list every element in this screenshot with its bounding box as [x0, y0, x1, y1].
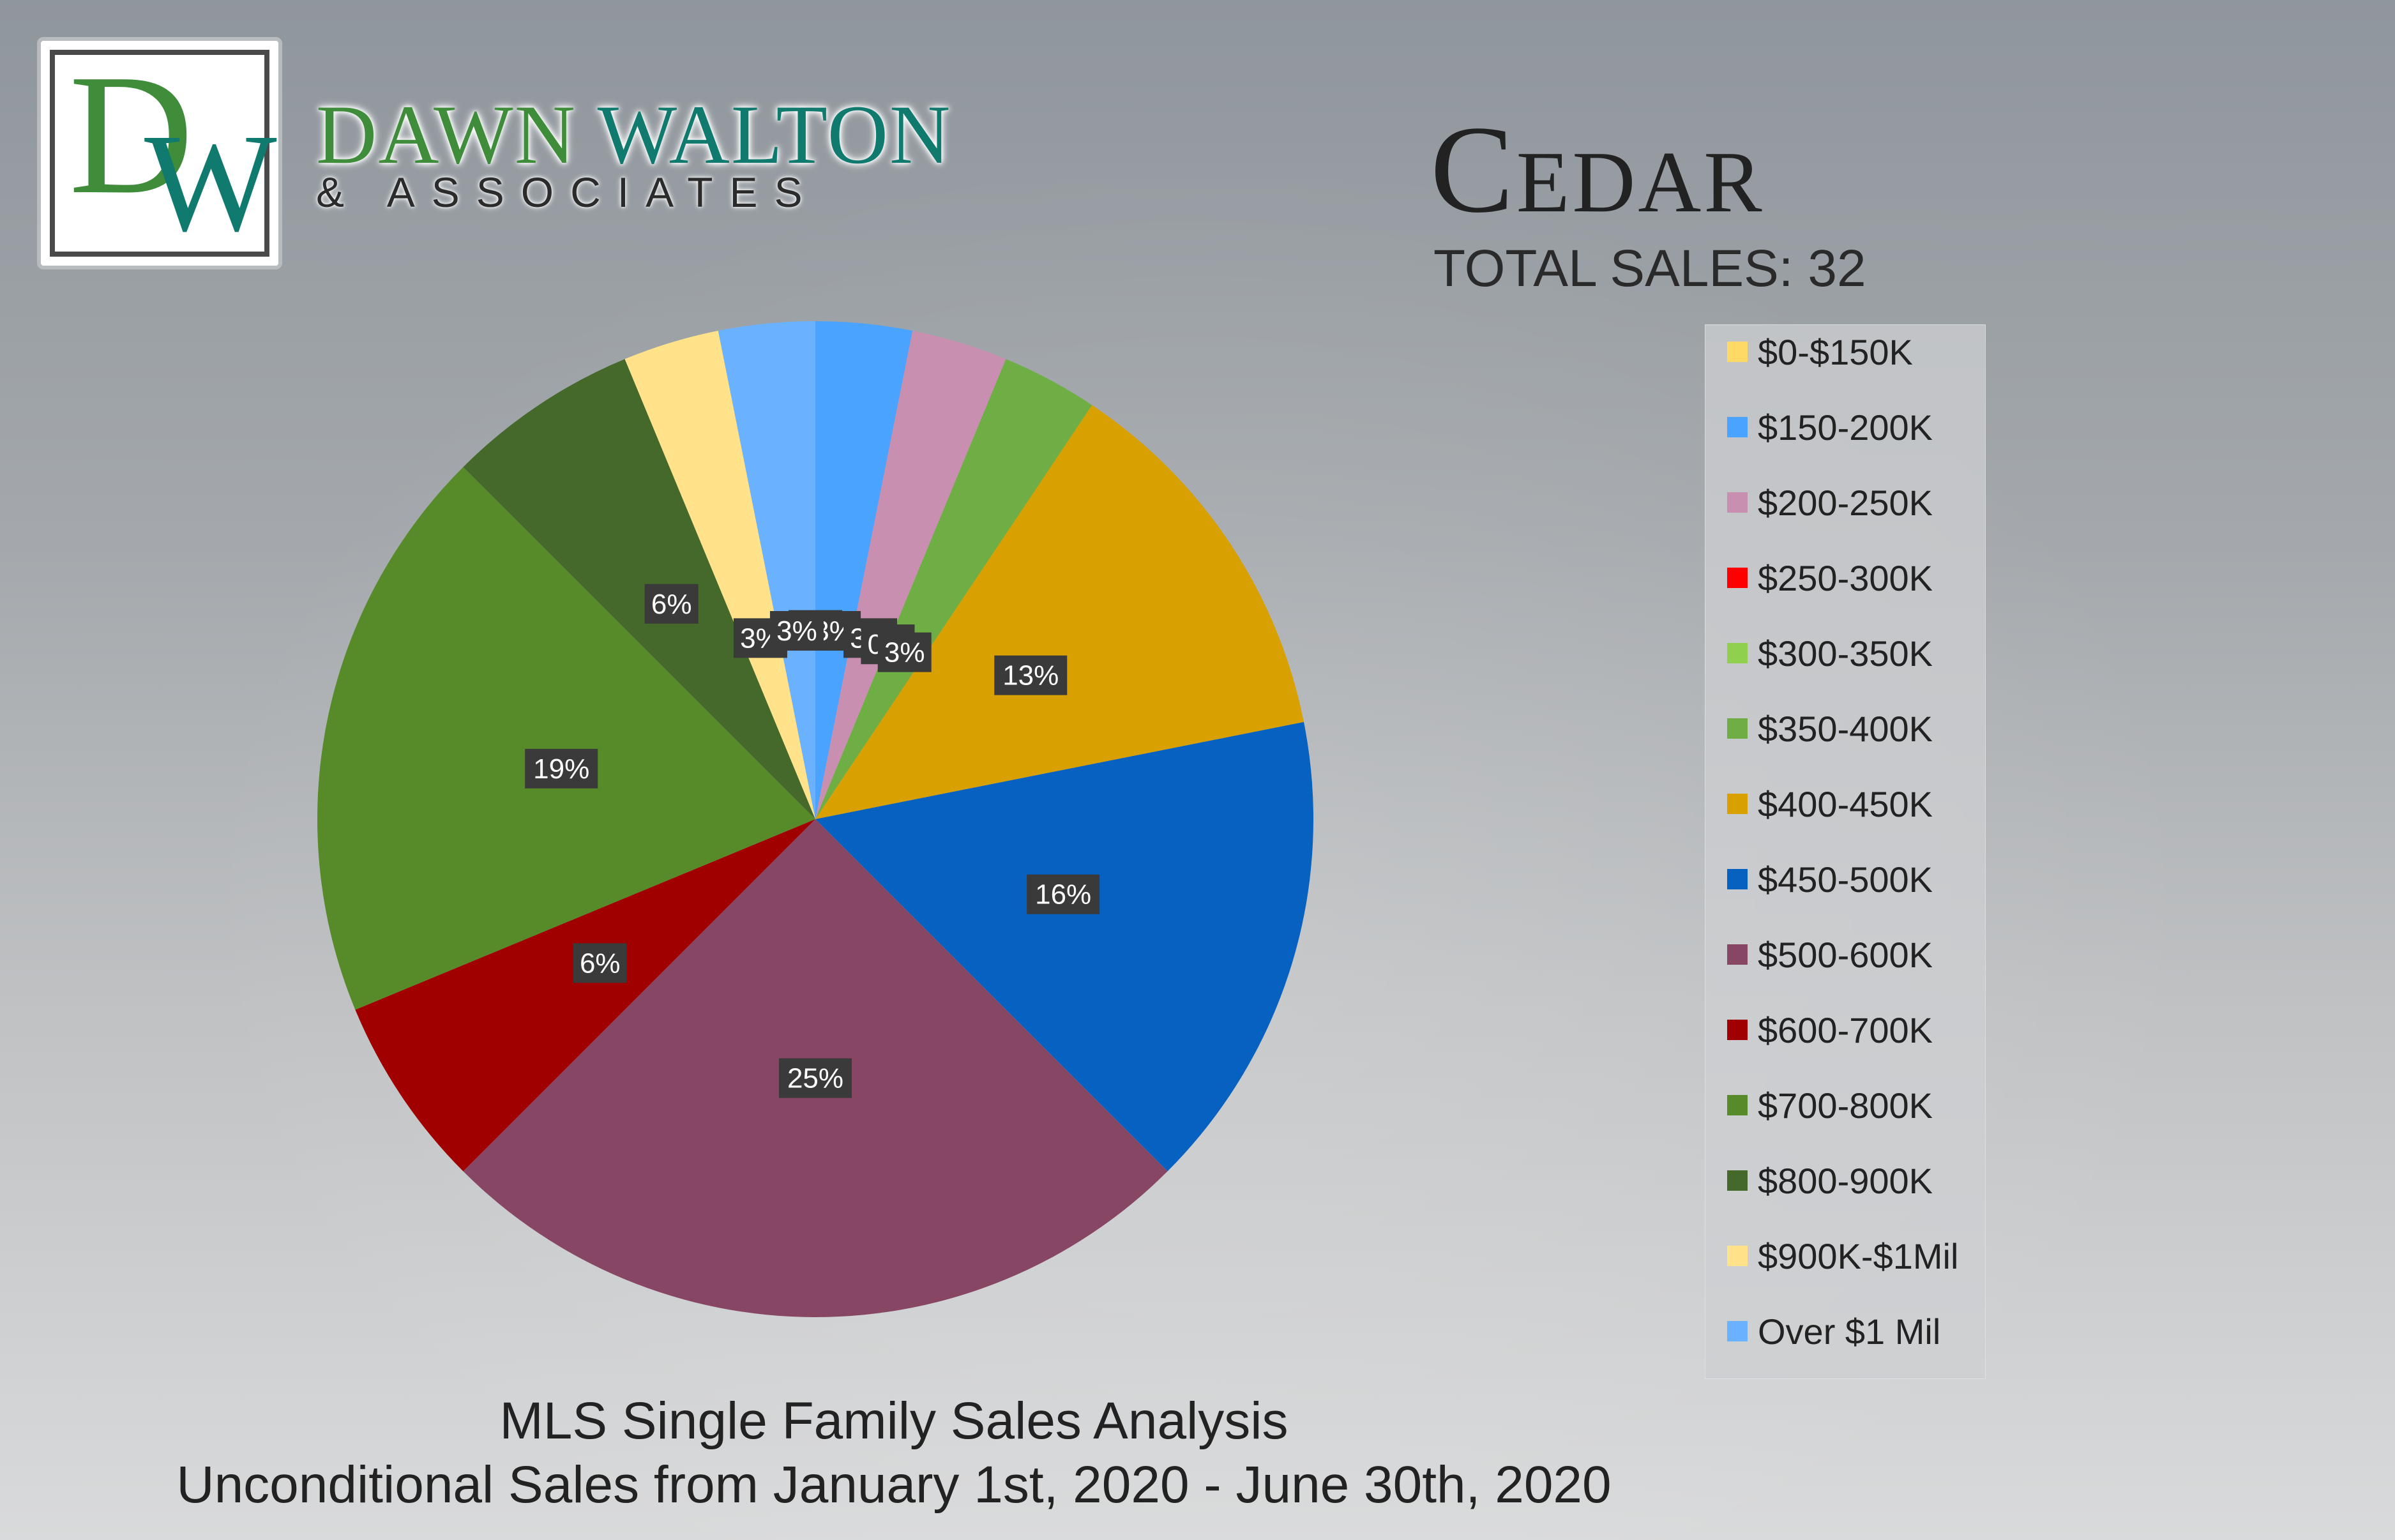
logo-letter-d: D — [69, 39, 193, 230]
legend-swatch — [1727, 718, 1748, 739]
data-label-box-450-500k — [1027, 874, 1100, 914]
legend-label: $700-800K — [1758, 1085, 1933, 1126]
legend-swatch — [1727, 1020, 1748, 1040]
brand-name-last: WALTON — [597, 87, 952, 181]
legend-swatch — [1727, 944, 1748, 965]
data-label-box-400-450k — [994, 655, 1068, 695]
legend-item-400-450k: $400-450K — [1727, 778, 1933, 829]
legend-swatch — [1727, 643, 1748, 663]
pie-slice-400-450k — [815, 405, 1304, 819]
data-label-text-450-500k: 16% — [1035, 879, 1091, 910]
data-label-450-500k: 16% — [1027, 874, 1100, 914]
logo-frame: D W — [50, 39, 277, 257]
data-label-box-over-1-mil — [769, 611, 824, 651]
legend-swatch — [1727, 869, 1748, 889]
data-label-box-350-400k — [877, 632, 932, 672]
legend-item-800-900k: $800-900K — [1727, 1155, 1933, 1206]
legend-item-150-200k: $150-200K — [1727, 402, 1933, 453]
pie-data-labels: 0%3%3%0%0%3%13%16%25%6%19%6%3%3% — [525, 584, 1100, 1098]
logo-letter-w: W — [144, 105, 277, 260]
data-label-box-700-800k — [525, 748, 598, 789]
pie-slices — [317, 321, 1314, 1317]
legend-label: $450-500K — [1758, 859, 1933, 900]
brand-name: DAWN WALTON — [316, 93, 951, 177]
data-label-box-800-900k — [644, 584, 699, 624]
legend-item-900k-1mil: $900K-$1Mil — [1727, 1230, 1958, 1281]
legend-label: $900K-$1Mil — [1758, 1235, 1959, 1276]
legend-label: $300-350K — [1758, 633, 1933, 674]
legend-label: $600-700K — [1758, 1009, 1933, 1050]
legend-item-250-300k: $250-300K — [1727, 552, 1933, 603]
data-label-text-350-400k: 3% — [884, 637, 925, 668]
legend-item-450-500k: $450-500K — [1727, 854, 1933, 905]
data-label-text-500-600k: 25% — [787, 1063, 843, 1094]
pie-slice-150-200k — [815, 321, 913, 819]
legend-item-700-800k: $700-800K — [1727, 1080, 1933, 1131]
legend-label: $800-900K — [1758, 1160, 1933, 1201]
legend-label: Over $1 Mil — [1758, 1311, 1941, 1352]
legend-swatch — [1727, 342, 1748, 362]
legend-swatch — [1727, 492, 1748, 513]
legend-item-500-600k: $500-600K — [1727, 929, 1933, 980]
data-label-text-700-800k: 19% — [533, 753, 589, 785]
chart-legend: $0-$150K $150-200K $200-250K $250-300K $300-… — [1705, 324, 1986, 1379]
legend-label: $0-$150K — [1758, 331, 1913, 372]
footer-date-range: Unconditional Sales from January 1st, 20… — [176, 1456, 1612, 1514]
data-label-400-450k: 13% — [994, 655, 1068, 695]
data-label-text-400-450k: 13% — [1002, 660, 1059, 691]
legend-item-300-350k: $300-350K — [1727, 628, 1933, 679]
legend-label: $350-400K — [1758, 708, 1933, 749]
legend-swatch — [1727, 1170, 1748, 1191]
legend-label: $400-450K — [1758, 783, 1933, 824]
brand-tagline: & ASSOCIATES — [316, 169, 819, 216]
chart-title: Cedar — [1430, 100, 1765, 239]
pie-slice-450-500k — [815, 721, 1314, 1172]
pie-slice-700-800k — [317, 467, 815, 1010]
legend-item-over-1-mil: Over $1 Mil — [1727, 1306, 1940, 1357]
data-label-text-over-1-mil: 3% — [776, 615, 817, 647]
legend-swatch — [1727, 1321, 1748, 1341]
legend-swatch — [1727, 1246, 1748, 1266]
data-label-text-800-900k: 6% — [651, 589, 692, 620]
data-label-box-600-700k — [573, 943, 627, 983]
pie-slice-350-400k — [815, 359, 1092, 819]
logo: D W — [37, 37, 282, 269]
legend-swatch — [1727, 1095, 1748, 1115]
legend-item-0-150k: $0-$150K — [1727, 326, 1913, 377]
legend-swatch — [1727, 794, 1748, 814]
brand-name-first: DAWN — [316, 87, 577, 181]
pie-slice-200-250k — [815, 330, 1006, 819]
legend-label: $150-200K — [1758, 407, 1933, 448]
data-label-700-800k: 19% — [525, 748, 598, 789]
data-label-500-600k: 25% — [779, 1058, 852, 1098]
total-sales: TOTAL SALES: 32 — [1433, 239, 1866, 298]
footer-title: MLS Single Family Sales Analysis — [499, 1392, 1288, 1450]
legend-item-600-700k: $600-700K — [1727, 1004, 1933, 1055]
legend-label: $250-300K — [1758, 557, 1933, 598]
pie-slice-600-700k — [355, 819, 815, 1172]
data-label-350-400k: 3% — [877, 632, 932, 672]
pie-slice-900k-1mil — [624, 330, 815, 819]
data-label-600-700k: 6% — [573, 943, 627, 983]
legend-item-200-250k: $200-250K — [1727, 477, 1933, 528]
legend-label: $500-600K — [1758, 934, 1933, 975]
data-label-box-500-600k — [779, 1058, 852, 1098]
data-label-text-600-700k: 6% — [580, 947, 621, 979]
pie-slice-800-900k — [463, 359, 815, 819]
pie-chart: 0%3%3%0%0%3%13%16%25%6%19%6%3%3% — [317, 321, 1314, 1317]
legend-swatch — [1727, 568, 1748, 588]
legend-item-350-400k: $350-400K — [1727, 703, 1933, 754]
data-label-over-1-mil: 3% — [769, 611, 824, 651]
data-label-800-900k: 6% — [644, 584, 699, 624]
legend-label: $200-250K — [1758, 482, 1933, 523]
pie-slice-over-1-mil — [718, 321, 815, 819]
legend-swatch — [1727, 417, 1748, 437]
